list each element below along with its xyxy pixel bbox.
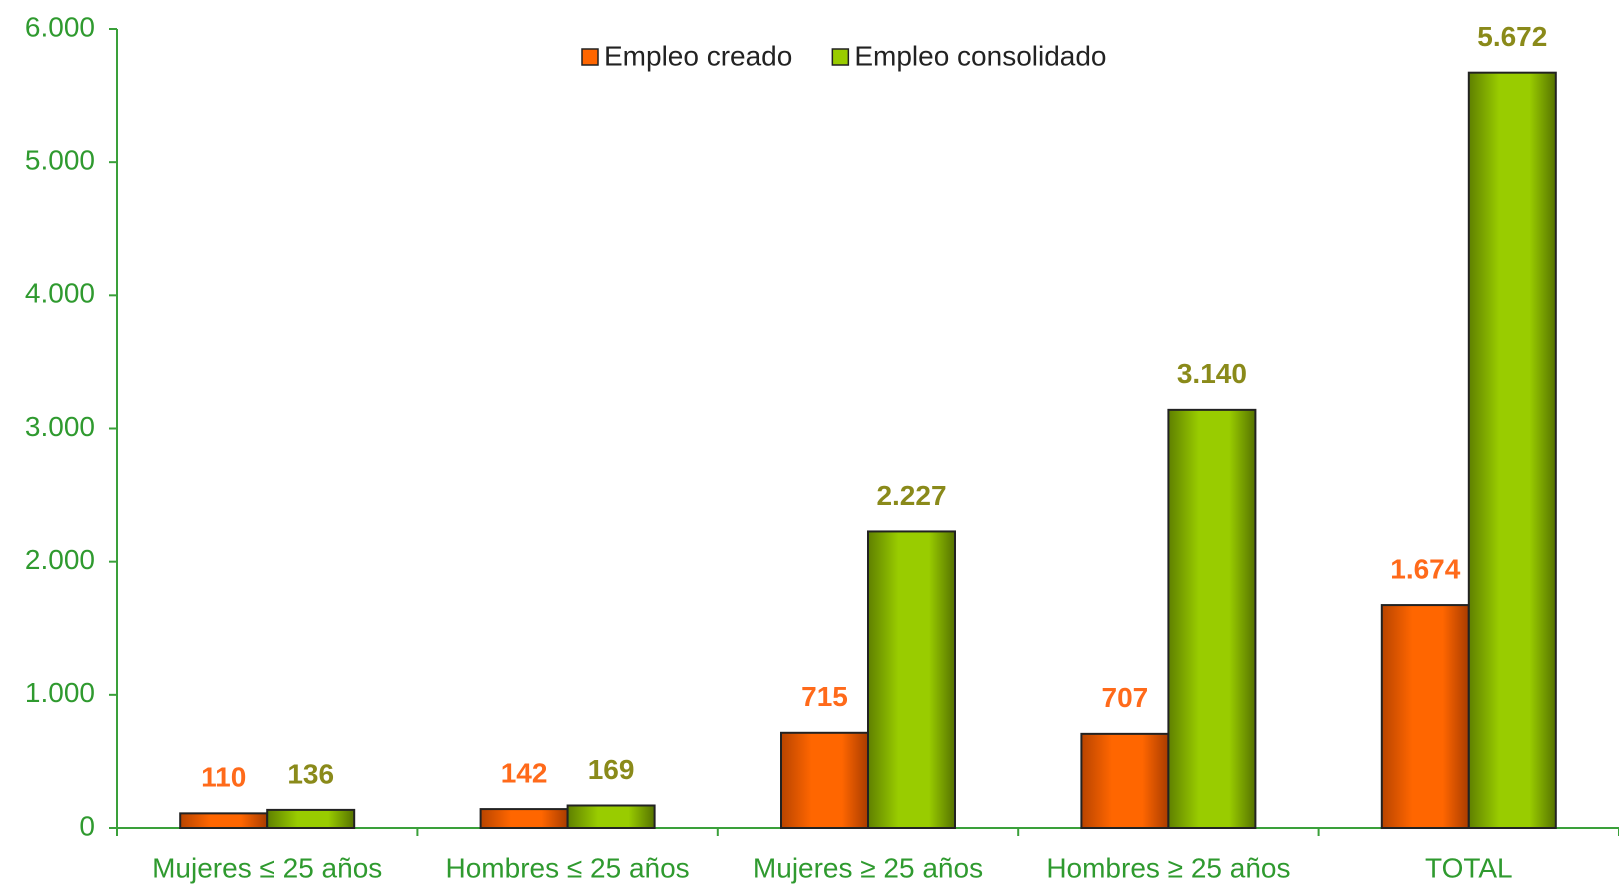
bar <box>1380 604 1470 829</box>
bar <box>1467 71 1557 830</box>
legend-swatch <box>581 48 599 66</box>
legend-label: Empleo consolidado <box>854 40 1106 71</box>
bar <box>566 804 656 829</box>
x-tick-label: TOTAL <box>1425 852 1513 883</box>
bar <box>1167 408 1257 829</box>
bar <box>867 530 956 829</box>
y-tick-label: 3.000 <box>25 411 95 442</box>
bar <box>179 812 269 830</box>
x-tick-label: Hombres ≥ 25 años <box>1046 852 1290 883</box>
value-label: 2.227 <box>876 480 946 511</box>
value-label: 136 <box>287 758 334 789</box>
bar <box>266 808 356 830</box>
value-label: 142 <box>501 757 548 788</box>
y-tick-label: 6.000 <box>25 11 95 42</box>
y-tick-label: 4.000 <box>25 278 95 309</box>
value-label: 3.140 <box>1177 358 1247 389</box>
x-tick-label: Hombres ≤ 25 años <box>446 852 690 883</box>
y-tick-label: 1.000 <box>25 677 95 708</box>
x-tick-label: Mujeres ≥ 25 años <box>753 852 983 883</box>
y-tick-label: 2.000 <box>25 544 95 575</box>
legend-label: Empleo creado <box>604 40 792 71</box>
value-label: 110 <box>201 762 246 793</box>
value-label: 715 <box>801 681 848 712</box>
y-tick-label: 0 <box>79 810 95 841</box>
y-tick-label: 5.000 <box>25 145 95 176</box>
x-tick-label: Mujeres ≤ 25 años <box>152 852 382 883</box>
value-label: 1.674 <box>1390 553 1460 584</box>
value-label: 5.672 <box>1477 21 1547 52</box>
legend-swatch <box>831 48 850 66</box>
bar <box>1080 732 1170 830</box>
value-label: 707 <box>1102 682 1149 713</box>
value-label: 169 <box>588 754 635 785</box>
bar <box>780 731 869 829</box>
bar <box>479 808 569 829</box>
